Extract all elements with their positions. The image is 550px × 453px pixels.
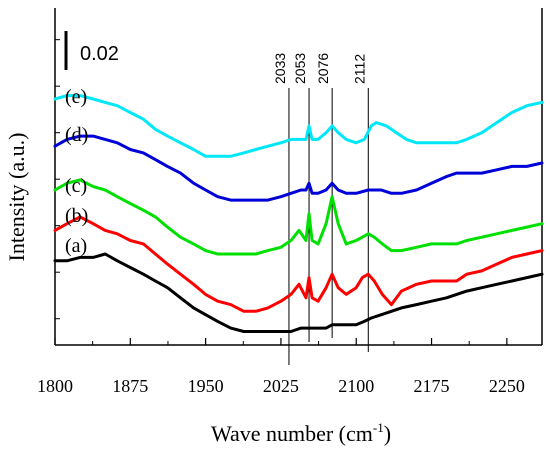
series-line-4 xyxy=(53,134,544,202)
x-tick-label-1800: 1800 xyxy=(37,376,73,396)
scale-bar: 0.02 xyxy=(64,31,119,70)
series-label-3: (c) xyxy=(65,175,87,197)
series-line-3 xyxy=(53,178,544,256)
x-tick-label-1875: 1875 xyxy=(112,376,148,396)
series-line-2 xyxy=(53,215,544,313)
x-axis-title-main: Wave number (cm xyxy=(211,421,373,446)
plot-frame xyxy=(54,8,543,346)
series-label-4: (d) xyxy=(65,124,88,146)
x-tick-label-1950: 1950 xyxy=(188,376,224,396)
x-axis-title-tail: ) xyxy=(384,421,391,446)
x-tick-label-2250: 2250 xyxy=(489,376,525,396)
scale-bar-label: 0.02 xyxy=(80,43,119,65)
x-tick-label-2175: 2175 xyxy=(414,376,450,396)
series-label-1: (a) xyxy=(65,235,87,257)
x-tick-label-2100: 2100 xyxy=(338,376,374,396)
marker-label-2112: 2112 xyxy=(351,54,367,84)
spectrum-series xyxy=(53,94,544,333)
x-tick-label-2025: 2025 xyxy=(263,376,299,396)
series-line-5 xyxy=(53,94,544,158)
x-axis-title-sup: -1 xyxy=(373,420,384,435)
series-label-2: (b) xyxy=(65,205,88,227)
y-axis-title: Intensity (a.u.) xyxy=(4,133,29,262)
x-axis-ticks: 1800 1875 1950 2025 2100 2175 2250 xyxy=(37,338,525,396)
series-labels: (a) (b) (c) (d) (e) xyxy=(65,86,88,257)
x-axis-title: Wave number (cm-1) xyxy=(211,420,391,446)
marker-label-2053: 2053 xyxy=(292,53,308,84)
series-line-1 xyxy=(53,252,544,333)
marker-label-2076: 2076 xyxy=(315,53,331,84)
marker-label-2033: 2033 xyxy=(272,53,288,84)
peak-markers: 2033 2053 2076 2112 xyxy=(272,53,369,365)
series-label-5: (e) xyxy=(65,86,87,108)
